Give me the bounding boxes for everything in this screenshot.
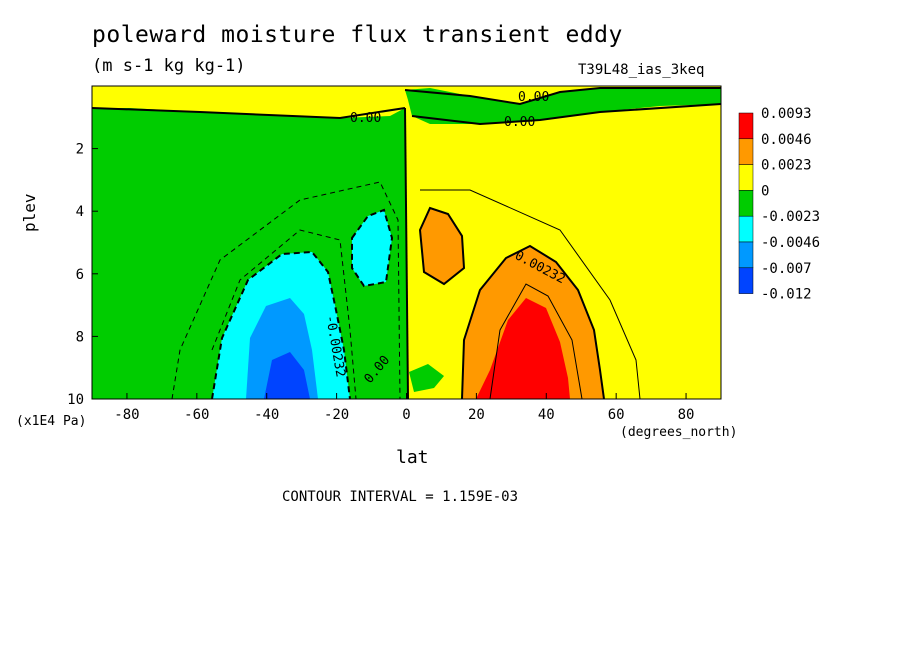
x-axis-ticks: -80 -60 -40 -20 0 20 40 60 80	[114, 393, 694, 423]
contour-lines	[92, 87, 721, 399]
legend-label: 0.0023	[761, 158, 812, 174]
x-tick-label: 60	[608, 407, 625, 423]
legend-color-box	[738, 267, 754, 294]
fill-darkblue	[264, 352, 310, 399]
x-tick-label: -20	[324, 407, 349, 423]
y-tick-label: 10	[67, 392, 84, 408]
fill-red	[476, 298, 570, 399]
contour-neg-upper	[351, 208, 394, 288]
contour-label: 0.00	[350, 111, 381, 126]
legend-color-box	[738, 112, 754, 140]
x-tick-label: -80	[114, 407, 139, 423]
legend-color-box	[738, 164, 754, 191]
legend-color-box	[738, 241, 754, 269]
contour-label: 0.00	[518, 90, 549, 105]
legend-label: -0.0046	[761, 235, 820, 251]
legend-label: 0.0093	[761, 106, 812, 122]
contour-pos-0.00232	[461, 244, 605, 399]
contour-pos-upper	[418, 206, 466, 286]
x-tick-label: 0	[402, 407, 410, 423]
contour-neg-dashed-1	[171, 181, 401, 399]
contour-pos-thin-1	[420, 189, 641, 399]
x-tick-label: 20	[468, 407, 485, 423]
legend-color-box	[738, 215, 754, 243]
y-tick-label: 4	[76, 204, 84, 220]
zero-contour-top-west	[92, 107, 406, 120]
x-tick-label: -60	[184, 407, 209, 423]
y-tick-label: 8	[76, 329, 84, 345]
x-tick-label: 40	[538, 407, 555, 423]
x-axis-label: lat	[396, 447, 429, 468]
chart-title: poleward moisture flux transient eddy	[92, 22, 623, 48]
fill-orange-upper	[420, 208, 464, 284]
contour-neg-dashed-2	[211, 229, 357, 399]
x-axis-units: (degrees_north)	[620, 425, 738, 440]
fill-green-top	[405, 88, 721, 124]
x-tick-label: 80	[678, 407, 695, 423]
y-axis-ticks: 2 4 6 8 10	[67, 142, 98, 408]
contour-neg-0.00232	[211, 250, 351, 399]
contour-interval-note: CONTOUR INTERVAL = 1.159E-03	[282, 489, 519, 505]
contour-label: 0.00	[504, 115, 535, 130]
zero-contour-upper-band	[404, 87, 721, 106]
legend-color-box	[738, 138, 754, 165]
color-legend: 0.0093 0.0046 0.0023 0 -0.0023 -0.0046 -0.007 -…	[738, 106, 820, 303]
legend-label: 0	[761, 183, 769, 199]
zero-contour-top-east	[411, 103, 721, 126]
legend-label: -0.0023	[761, 209, 820, 225]
zero-contour-vertical	[404, 107, 409, 399]
legend-label: -0.007	[761, 261, 812, 277]
experiment-name: T39L48_ias_3keq	[578, 62, 705, 78]
legend-color-box	[738, 190, 754, 217]
y-axis-units: (x1E4 Pa)	[16, 414, 87, 429]
y-tick-label: 6	[76, 267, 84, 283]
contour-pos-thin-2	[489, 283, 583, 399]
x-tick-label: -40	[254, 407, 279, 423]
fill-green-small	[409, 364, 444, 392]
y-tick-label: 2	[76, 142, 84, 158]
legend-label: -0.012	[761, 287, 812, 303]
fill-cyan-upper	[352, 210, 392, 286]
chart-units: (m s-1 kg kg-1)	[92, 56, 246, 76]
legend-label: 0.0046	[761, 132, 812, 148]
